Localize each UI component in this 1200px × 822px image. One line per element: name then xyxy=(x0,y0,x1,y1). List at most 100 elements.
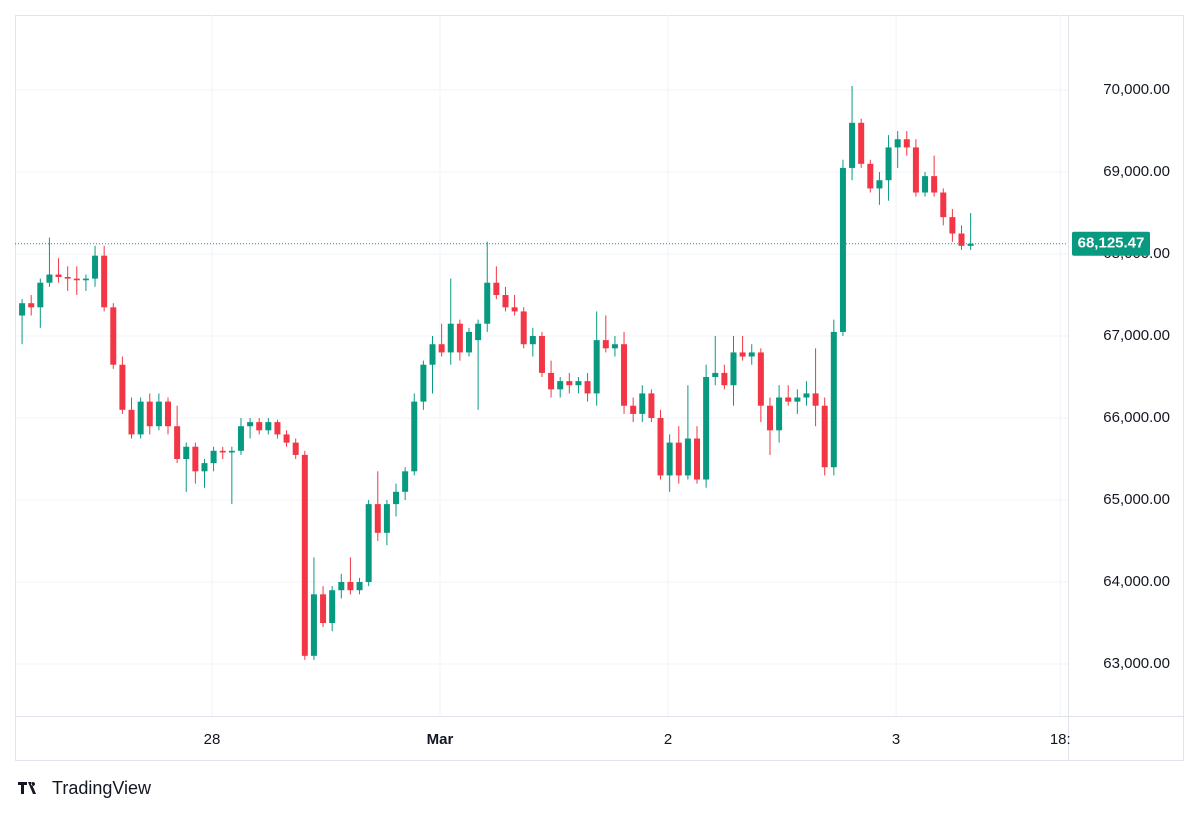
y-tick-label: 70,000.00 xyxy=(1103,81,1170,98)
candle-body xyxy=(265,422,272,431)
candle-body xyxy=(684,438,691,476)
candle-body xyxy=(876,180,883,189)
candle-body xyxy=(393,491,400,505)
candle-body xyxy=(529,336,536,345)
candle-body xyxy=(174,426,181,460)
candle-body xyxy=(566,381,573,386)
candle-body xyxy=(657,418,664,476)
candle-body xyxy=(922,176,929,193)
candle-body xyxy=(666,442,673,476)
y-tick-label: 66,000.00 xyxy=(1103,409,1170,426)
candle-body xyxy=(520,311,527,345)
candle-body xyxy=(301,454,308,656)
candle-body xyxy=(92,255,99,279)
candle-body xyxy=(694,438,701,480)
candle-body xyxy=(675,442,682,476)
candle-body xyxy=(630,405,637,414)
y-tick-label: 69,000.00 xyxy=(1103,163,1170,180)
candle-body xyxy=(438,344,445,353)
candle-body xyxy=(748,352,755,357)
grid xyxy=(15,15,1068,716)
candle-body xyxy=(584,381,591,394)
candle-body xyxy=(721,372,728,386)
candle-body xyxy=(593,340,600,394)
candle-body xyxy=(912,147,919,193)
candle-body xyxy=(347,582,354,591)
candle-body xyxy=(320,594,327,624)
candle-body xyxy=(219,450,226,453)
y-tick-label: 65,000.00 xyxy=(1103,491,1170,508)
y-tick-label: 63,000.00 xyxy=(1103,655,1170,672)
candle-body xyxy=(511,307,518,312)
candle-body xyxy=(611,344,618,349)
candle-body xyxy=(538,336,545,373)
last-price-badge xyxy=(1072,231,1150,256)
candle-body xyxy=(73,278,80,281)
candle-body xyxy=(429,344,436,365)
candle-body xyxy=(557,381,564,390)
candle-body xyxy=(456,323,463,353)
candle-body xyxy=(55,274,62,277)
candle-body xyxy=(776,397,783,431)
candle-body xyxy=(237,426,244,451)
x-tick-label: Mar xyxy=(427,731,454,748)
y-tick-label: 64,000.00 xyxy=(1103,573,1170,590)
candle-body xyxy=(484,282,491,324)
candle-body xyxy=(64,276,71,279)
candle-body xyxy=(374,504,381,533)
candle-body xyxy=(292,442,299,455)
brand-name: TradingView xyxy=(52,778,152,798)
candle-body xyxy=(958,233,965,246)
x-tick-label: 18: xyxy=(1050,731,1071,748)
candle-body xyxy=(621,344,628,406)
candle-body xyxy=(37,282,44,308)
candle-body xyxy=(274,422,281,435)
candle-body xyxy=(502,295,509,308)
candle-body xyxy=(256,422,263,431)
candle-body xyxy=(155,401,162,427)
candle-body xyxy=(192,446,199,472)
candle-body xyxy=(703,377,710,480)
candle-body xyxy=(402,471,409,492)
candle-body xyxy=(420,364,427,402)
candle-body xyxy=(885,147,892,181)
candle-body xyxy=(602,340,609,349)
x-tick-label: 3 xyxy=(892,731,900,748)
candle-body xyxy=(894,139,901,148)
candle-body xyxy=(794,397,801,402)
candle-body xyxy=(849,122,856,168)
candle-body xyxy=(383,504,390,533)
candle-body xyxy=(475,323,482,341)
candle-body xyxy=(639,393,646,414)
candle-body xyxy=(766,405,773,431)
candle-body xyxy=(931,176,938,193)
candle-body xyxy=(940,192,947,218)
candle-body xyxy=(447,323,454,353)
candles xyxy=(15,85,1068,660)
candle-body xyxy=(730,352,737,386)
candle-body xyxy=(201,463,208,472)
candle-body xyxy=(165,401,172,427)
candle-body xyxy=(949,217,956,234)
brand-logo: TradingView xyxy=(18,778,152,798)
candle-body xyxy=(210,450,217,464)
candle-body xyxy=(411,401,418,472)
candle-body xyxy=(82,278,89,281)
x-tick-label: 2 xyxy=(664,731,672,748)
candle-body xyxy=(101,255,108,308)
candle-body xyxy=(575,381,582,386)
candle-body xyxy=(137,401,144,435)
candle-body xyxy=(228,450,235,453)
candle-body xyxy=(329,590,336,624)
candle-body xyxy=(821,405,828,468)
candle-body xyxy=(46,274,53,283)
candle-body xyxy=(858,122,865,164)
candle-body xyxy=(338,582,345,591)
candle-body xyxy=(356,582,363,591)
axis-labels: 63,000.00 64,000.00 65,000.00 66,000.00 67,0… xyxy=(204,81,1170,748)
candle-body xyxy=(283,434,290,443)
candle-body xyxy=(739,352,746,357)
candle-body xyxy=(967,243,974,246)
